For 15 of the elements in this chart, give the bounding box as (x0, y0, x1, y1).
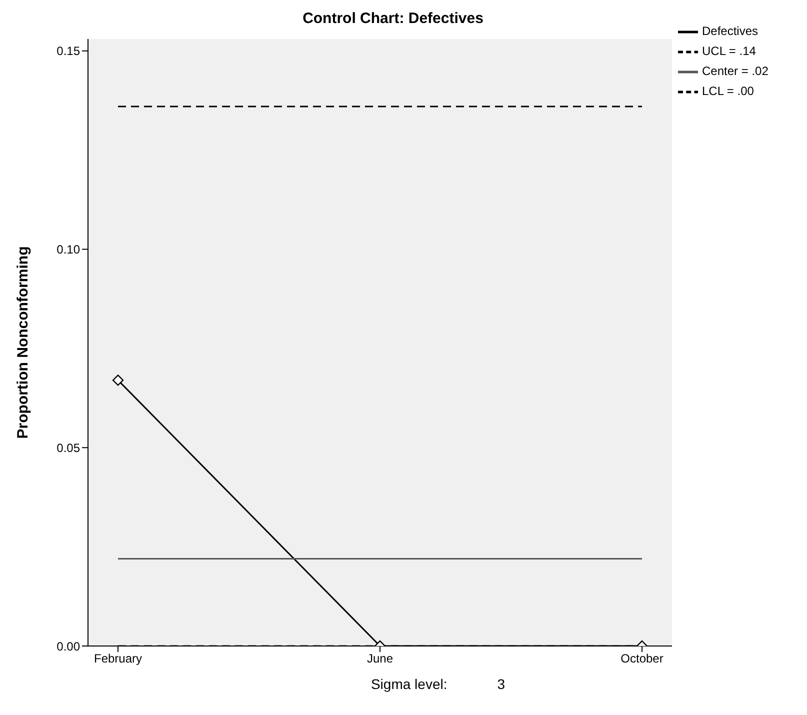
y-tick-label: 0.15 (56, 44, 80, 58)
chart-title: Control Chart: Defectives (302, 10, 484, 27)
y-axis-title: Proportion Nonconforming (14, 246, 32, 439)
legend-label: Defectives (702, 24, 758, 38)
text: Sigma level: (370, 676, 448, 692)
x-tick-label: June (366, 652, 394, 666)
text: 3 (497, 676, 506, 692)
x-tick-label: February (94, 652, 142, 666)
y-tick-label: 0.10 (56, 242, 80, 257)
legend-label: UCL = .14 (702, 44, 756, 58)
y-tick-label: 0.00 (56, 639, 80, 654)
x-tick-label: October (620, 652, 664, 666)
legend-label: LCL = .00 (702, 84, 754, 98)
y-tick-label: 0.05 (56, 440, 80, 455)
legend-label: Center = .02 (702, 64, 768, 78)
